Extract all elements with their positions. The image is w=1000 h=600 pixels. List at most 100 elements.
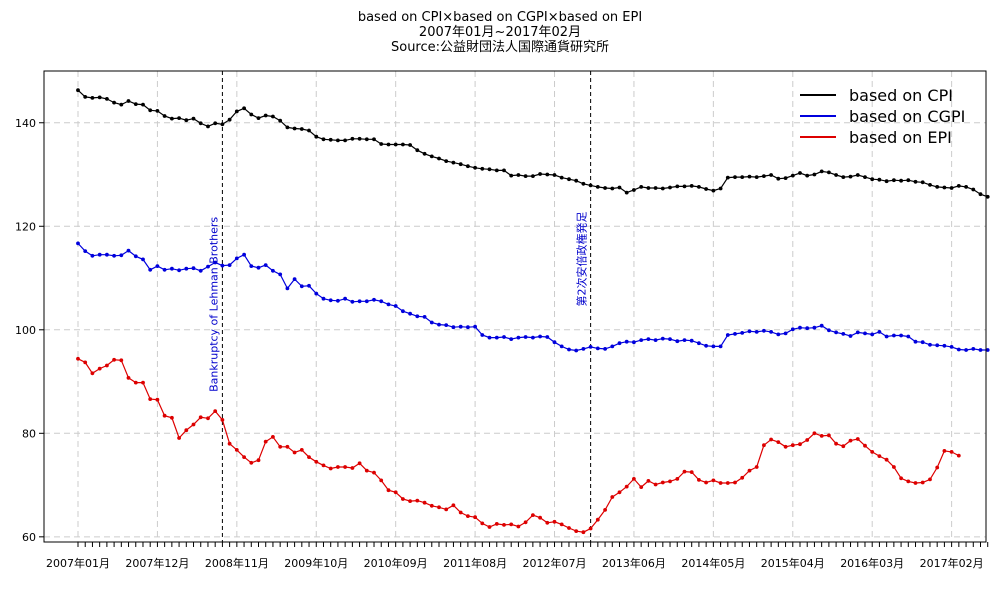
data-point — [350, 136, 355, 141]
data-point — [97, 366, 102, 371]
x-tick-label: 2009年10月 — [284, 556, 348, 570]
data-point — [119, 102, 124, 107]
data-point — [848, 174, 853, 179]
data-point — [964, 348, 968, 352]
data-point — [877, 330, 882, 334]
data-point — [321, 463, 326, 468]
data-point — [155, 264, 160, 268]
data-point — [372, 137, 376, 142]
annotation-label: Bankruptcy of Lehman Brothers — [207, 217, 220, 392]
data-point — [588, 345, 593, 349]
data-point — [899, 333, 903, 338]
data-point — [198, 268, 203, 273]
x-tick-label: 2017年02月 — [920, 556, 984, 570]
data-point — [588, 526, 593, 531]
data-point — [769, 437, 773, 442]
data-point — [271, 435, 275, 439]
data-point — [206, 264, 210, 269]
data-point — [271, 114, 275, 119]
data-point — [133, 254, 138, 259]
data-point — [877, 177, 882, 182]
data-point — [177, 436, 182, 440]
data-point — [97, 252, 102, 257]
x-tick-label: 2014年05月 — [681, 556, 745, 570]
data-point — [711, 188, 716, 193]
data-point — [184, 428, 189, 433]
data-point — [747, 468, 752, 473]
data-point — [819, 434, 824, 438]
data-point — [213, 121, 218, 126]
data-point — [949, 345, 954, 349]
legend: based on CPI based on CGPI based on EPI — [800, 86, 965, 147]
data-point — [668, 479, 672, 484]
data-point — [473, 165, 477, 170]
data-point — [401, 497, 405, 501]
data-point — [675, 477, 680, 481]
data-point — [928, 342, 932, 347]
data-point — [487, 335, 492, 340]
data-point — [285, 444, 290, 449]
data-point — [552, 340, 557, 345]
data-point — [747, 174, 752, 179]
data-point — [660, 186, 665, 191]
data-point — [155, 109, 160, 113]
data-point — [863, 331, 867, 336]
data-point — [581, 347, 586, 351]
data-point — [372, 470, 376, 475]
data-point — [574, 529, 579, 533]
data-point — [776, 176, 781, 181]
data-point — [783, 176, 788, 181]
data-point — [798, 325, 802, 330]
data-point — [552, 519, 557, 524]
data-point — [408, 143, 412, 147]
data-point — [956, 347, 961, 352]
data-point — [170, 415, 174, 420]
data-point — [314, 459, 319, 464]
data-point — [595, 346, 600, 351]
data-point — [942, 449, 947, 453]
y-tick-label: 120 — [15, 220, 36, 233]
data-point — [588, 183, 593, 188]
data-point — [689, 470, 694, 474]
data-point — [567, 526, 571, 530]
data-point — [242, 455, 247, 459]
data-point — [805, 326, 810, 331]
data-point — [682, 469, 687, 474]
data-point — [401, 309, 405, 314]
data-point — [393, 490, 398, 495]
data-point — [162, 267, 167, 272]
data-point — [610, 344, 615, 349]
data-point — [487, 167, 492, 172]
data-point — [473, 515, 477, 520]
data-point — [639, 338, 644, 342]
data-point — [220, 122, 225, 127]
data-point — [632, 188, 636, 192]
data-point — [357, 461, 362, 466]
data-point — [733, 332, 737, 336]
data-point — [870, 450, 875, 454]
data-point — [76, 88, 80, 93]
data-point — [133, 102, 138, 106]
data-point — [76, 241, 80, 246]
data-point — [790, 443, 795, 448]
data-point — [653, 186, 658, 190]
data-point — [646, 337, 651, 341]
data-point — [307, 455, 311, 459]
data-point — [516, 335, 521, 340]
data-point — [328, 137, 333, 142]
data-point — [689, 338, 694, 343]
data-point — [126, 248, 131, 253]
data-point — [769, 173, 773, 177]
data-point — [343, 138, 347, 143]
data-point — [711, 478, 716, 483]
data-point — [234, 109, 239, 114]
data-point — [827, 328, 831, 333]
data-point — [364, 299, 369, 304]
data-point — [148, 108, 153, 113]
data-point — [776, 440, 781, 444]
data-point — [776, 332, 781, 337]
data-point — [523, 520, 528, 525]
data-point — [884, 457, 889, 462]
data-point — [704, 343, 708, 348]
